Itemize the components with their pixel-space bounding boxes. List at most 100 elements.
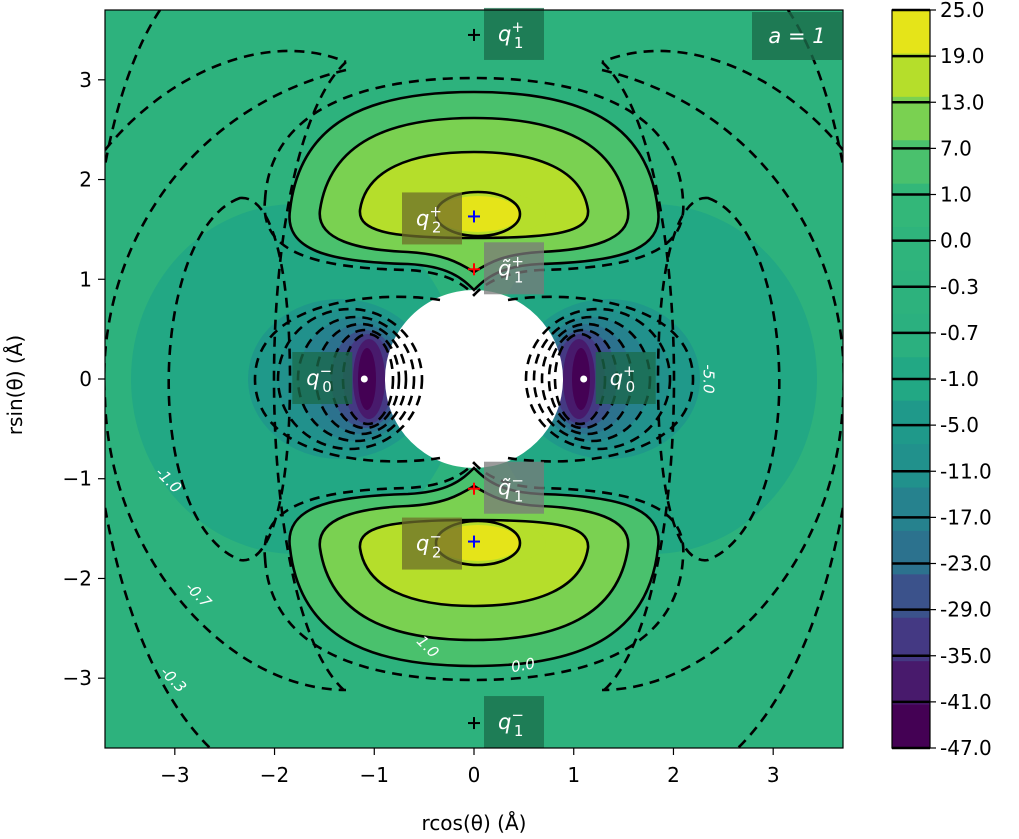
y-tick-label: −3 [63, 666, 92, 690]
colorbar-segment [892, 53, 930, 98]
contour-minus0.3-top-r [601, 49, 843, 151]
colorbar-segment [892, 661, 930, 706]
y-axis-label: rsin(θ) (Å) [3, 335, 27, 435]
y-tick-label: −2 [63, 566, 92, 590]
colorbar-tick-label: -47.0 [940, 736, 992, 760]
colorbar-tick-label: 19.0 [940, 44, 985, 68]
annotation-label: q+ 2 [416, 202, 442, 236]
contour-minus29-left [329, 328, 401, 430]
colorbar-segment [892, 704, 930, 749]
x-axis: −3 −2 −1 0 1 2 3 [160, 748, 780, 787]
point-marker [360, 375, 368, 383]
annotation-label: q̃+ 1 [498, 252, 524, 286]
annotation-box [484, 461, 544, 514]
contour-minus0.3-left [105, 10, 211, 748]
annotation-label: q− 1 [498, 706, 524, 740]
colorbar-tick-label: 13.0 [940, 90, 985, 114]
colorbar-tick-label: -5.0 [940, 413, 979, 437]
colorbar-segment [892, 183, 930, 228]
contour-minus0.3-top [105, 49, 347, 151]
colorbar-tick-label: -35.0 [940, 644, 992, 668]
y-tick-label: −1 [63, 467, 92, 491]
contour-label: -5.0 [699, 364, 717, 393]
contour-minus11-right [524, 307, 672, 451]
y-tick-label: 2 [79, 168, 92, 192]
annotation-label: q− 0 [306, 362, 332, 396]
colorbar-tick-label: 0.0 [940, 229, 972, 253]
y-tick-label: 1 [79, 267, 92, 291]
point-marker [580, 375, 588, 383]
contour-pos7-top [318, 116, 630, 274]
y-tick-label: 0 [79, 367, 92, 391]
colorbar-segment [892, 227, 930, 271]
x-tick-label: 0 [468, 763, 481, 787]
colorbar-tick-label: 25.0 [940, 0, 985, 22]
colorbar-tick-label: 1.0 [940, 183, 972, 207]
contour-minus11-left [276, 307, 424, 451]
annotation-box [292, 352, 353, 404]
critical-point-q2-: q− 2 [402, 517, 480, 570]
colorbar-segment [892, 574, 930, 619]
colorbar-tick-label: -41.0 [940, 690, 992, 714]
contour-pos1-bottom [288, 466, 660, 668]
colorbar-tick-label: -0.7 [940, 321, 979, 345]
critical-point-q0-: q− 0 [292, 352, 368, 404]
parameter-label: a = 1 [768, 24, 825, 48]
colorbar-tick-label: -1.0 [940, 367, 979, 391]
annotation-box [484, 696, 544, 749]
x-axis-label: rcos(θ) (Å) [422, 811, 527, 835]
annotation-box [402, 192, 462, 245]
critical-point-q1+: q+ 1 [468, 7, 544, 60]
x-tick-label: −1 [360, 763, 389, 787]
contour-0-top [263, 76, 685, 297]
colorbar-segment [892, 530, 930, 575]
contour-minus0.3-arc-left [272, 61, 347, 693]
y-tick-label: 3 [79, 68, 92, 92]
x-tick-label: 3 [767, 763, 780, 787]
x-tick-label: 2 [667, 763, 680, 787]
colorbar-segment [892, 10, 930, 54]
contour-pos7-bottom [318, 484, 630, 642]
excluded-disk [385, 290, 563, 468]
annotation-label: q+ 1 [498, 18, 524, 52]
annotation-box [402, 517, 462, 570]
contour-minus0.3-arc-right [601, 61, 676, 693]
colorbar-segment [892, 313, 930, 358]
critical-point-q0+: q+ 0 [580, 352, 656, 404]
contour-minus1-left [167, 196, 292, 562]
colorbar-segment [892, 270, 930, 315]
annotation-label: q− 2 [416, 528, 442, 562]
critical-point-q1tilde-: q̃− 1 [468, 461, 544, 514]
colorbar-segment [892, 96, 930, 141]
colorbar-frame [891, 9, 931, 749]
plot-area: -5.0-1.0-0.7-0.31.00.0 q+ 1q+ 2q̃+ 1q− 0 q+ 0q… [104, 7, 844, 749]
x-tick-label: 1 [567, 763, 580, 787]
parameter-box: a = 1 [752, 12, 842, 60]
annotation-label: q+ 0 [610, 362, 636, 396]
colorbar-segment [892, 444, 930, 489]
colorbar-segment [892, 617, 930, 662]
annotation-box [484, 7, 544, 60]
x-tick-label: −3 [160, 763, 189, 787]
colorbar-tick-label: -11.0 [940, 459, 992, 483]
annotation-label: q̃− 1 [498, 472, 524, 506]
filled-regions [131, 92, 817, 666]
contour-minus5-right [507, 295, 695, 463]
critical-point-q1tilde+: q̃+ 1 [468, 242, 544, 295]
x-tick-label: −2 [260, 763, 289, 787]
contour-0-bottom [263, 461, 685, 682]
colorbar-tick-label: -17.0 [940, 505, 992, 529]
y-axis: 3 2 1 0 −1 −2 −3 [63, 68, 105, 690]
colorbar-tick-label: -0.3 [940, 275, 979, 299]
colorbar-tick-label: -23.0 [940, 552, 992, 576]
colorbar-tick-label: -29.0 [940, 598, 992, 622]
critical-points: q+ 1 q+ 2 q̃+ 1 q− 0 q+ 0 q̃− 1 q− 2 q− 1 [292, 7, 656, 749]
colorbar-segment [892, 400, 930, 445]
contour-minus1-right [656, 196, 781, 562]
critical-point-q1-: q− 1 [468, 696, 544, 749]
contour-minus0.3-right [737, 10, 843, 748]
contour-pos1-top [288, 90, 660, 292]
colorbar-segment [892, 140, 930, 185]
annotation-box [484, 242, 544, 295]
